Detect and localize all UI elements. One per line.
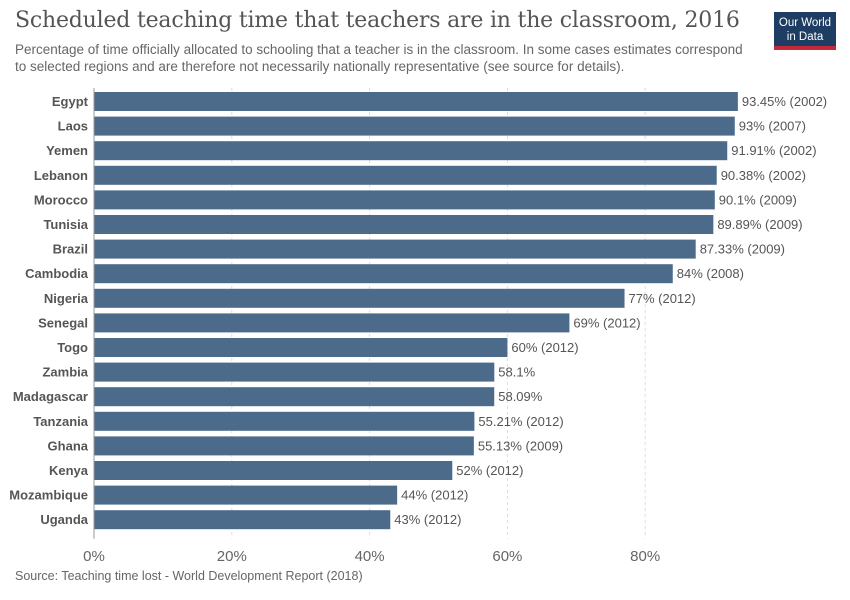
bar-row[interactable]: Ghana 55.13% (2009) — [48, 436, 564, 456]
x-tick-label: 0% — [83, 548, 105, 565]
bar-row[interactable]: Nigeria 77% (2012) — [44, 288, 696, 308]
logo-line-2: in Data — [786, 31, 824, 43]
category-label: Ghana — [48, 438, 89, 453]
bar[interactable] — [94, 165, 717, 185]
value-label: 55.21% (2012) — [478, 414, 563, 429]
bar[interactable] — [94, 264, 673, 284]
value-label: 93% (2007) — [739, 119, 806, 134]
x-tick-label: 60% — [492, 548, 522, 565]
bar-row[interactable]: Morocco 90.1% (2009) — [34, 190, 797, 210]
category-label: Morocco — [34, 192, 88, 207]
bar-row[interactable]: Madagascar 58.09% — [13, 387, 543, 407]
bar-row[interactable]: Cambodia 84% (2008) — [25, 264, 744, 284]
bar-row[interactable]: Tanzania 55.21% (2012) — [33, 411, 564, 431]
x-axis: 0% 20% 40% 60% 80% — [83, 88, 660, 565]
category-label: Mozambique — [9, 488, 88, 503]
value-label: 93.45% (2002) — [742, 94, 827, 109]
bar-row[interactable]: Mozambique 44% (2012) — [9, 485, 468, 505]
bar[interactable] — [94, 510, 391, 530]
bar[interactable] — [94, 362, 495, 382]
source-note[interactable]: Source: Teaching time lost - World Devel… — [15, 569, 363, 583]
bar-row[interactable]: Lebanon 90.38% (2002) — [34, 165, 806, 185]
chart-title: Scheduled teaching time that teachers ar… — [15, 8, 740, 33]
value-label: 69% (2012) — [573, 315, 640, 330]
bar[interactable] — [94, 190, 715, 210]
category-label: Zambia — [42, 365, 88, 380]
category-label: Togo — [57, 340, 88, 355]
bar-row[interactable]: Laos 93% (2007) — [58, 116, 806, 136]
bar[interactable] — [94, 288, 625, 308]
category-label: Uganda — [40, 512, 88, 527]
x-tick-label: 80% — [630, 548, 660, 565]
category-label: Laos — [58, 119, 88, 134]
category-label: Cambodia — [25, 266, 89, 281]
bar-row[interactable]: Brazil 87.33% (2009) — [53, 239, 785, 259]
value-label: 89.89% (2009) — [717, 217, 802, 232]
value-label: 91.91% (2002) — [731, 143, 816, 158]
category-label: Egypt — [52, 94, 89, 109]
value-label: 55.13% (2009) — [478, 438, 563, 453]
bar-row[interactable]: Kenya 52% (2012) — [49, 461, 524, 480]
value-label: 44% (2012) — [401, 488, 468, 503]
value-label: 90.1% (2009) — [719, 192, 797, 207]
x-tick-label: 20% — [217, 548, 247, 565]
bar[interactable] — [94, 461, 453, 480]
bar[interactable] — [94, 313, 570, 333]
value-label: 77% (2012) — [629, 291, 696, 306]
bar[interactable] — [94, 485, 398, 505]
value-label: 84% (2008) — [677, 266, 744, 281]
category-label: Tanzania — [33, 414, 88, 429]
category-label: Lebanon — [34, 168, 88, 183]
owid-logo[interactable]: Our World in Data — [774, 12, 836, 50]
value-label: 43% (2012) — [394, 512, 461, 527]
value-label: 58.09% — [498, 389, 543, 404]
value-label: 52% (2012) — [456, 463, 523, 478]
bar-row[interactable]: Zambia 58.1% — [42, 362, 536, 382]
bar-row[interactable]: Egypt 93.45% (2002) — [52, 92, 827, 111]
category-label: Tunisia — [43, 217, 88, 232]
value-label: 60% (2012) — [511, 340, 578, 355]
x-tick-label: 40% — [355, 548, 385, 565]
logo-line-1: Our World — [778, 17, 832, 29]
value-label: 87.33% (2009) — [700, 242, 785, 257]
bar[interactable] — [94, 338, 508, 357]
bars: Egypt 93.45% (2002) Laos 93% (2007) Yemen 91.… — [9, 92, 827, 530]
value-label: 58.1% — [498, 365, 535, 380]
bar-row[interactable]: Togo 60% (2012) — [57, 338, 579, 357]
source-text: Source: Teaching time lost - World Devel… — [15, 569, 363, 583]
bar[interactable] — [94, 411, 475, 431]
category-label: Madagascar — [13, 389, 88, 404]
chart-subtitle: Percentage of time officially allocated … — [15, 42, 743, 74]
category-label: Yemen — [46, 143, 88, 158]
category-label: Brazil — [53, 242, 88, 257]
bar-row[interactable]: Yemen 91.91% (2002) — [46, 141, 817, 161]
bar[interactable] — [94, 215, 714, 234]
bar[interactable] — [94, 239, 696, 259]
value-label: 90.38% (2002) — [721, 168, 806, 183]
bar-row[interactable]: Senegal 69% (2012) — [38, 313, 641, 333]
category-label: Kenya — [49, 463, 89, 478]
bar-row[interactable]: Uganda 43% (2012) — [40, 510, 461, 530]
category-label: Senegal — [38, 315, 88, 330]
bar[interactable] — [94, 436, 474, 456]
bar[interactable] — [94, 141, 728, 161]
category-label: Nigeria — [44, 291, 89, 306]
bar[interactable] — [94, 92, 738, 111]
bar-row[interactable]: Tunisia 89.89% (2009) — [43, 215, 803, 234]
bar[interactable] — [94, 116, 735, 136]
bar[interactable] — [94, 387, 495, 407]
